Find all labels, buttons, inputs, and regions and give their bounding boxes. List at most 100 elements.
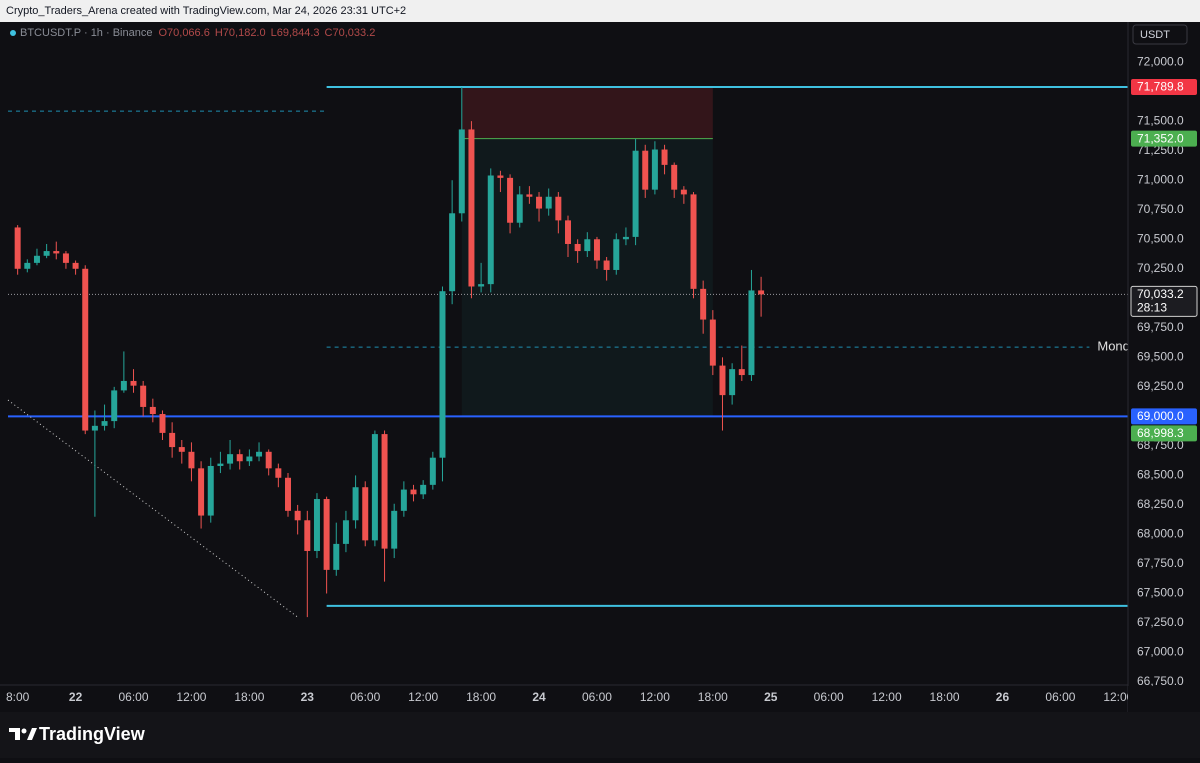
y-tick-label: 68,250.0 [1137,497,1184,511]
candle-body [497,175,504,178]
candle-body [82,268,89,431]
candle-body [91,425,98,431]
candle-body [62,253,69,263]
x-tick-label: 18:00 [930,690,960,704]
candle-body [169,432,176,448]
candle-body [536,196,543,209]
candle-body [487,175,494,285]
candle-body [719,365,726,396]
footer [0,712,1200,758]
price-badge [1131,408,1197,425]
x-tick-label: 22 [69,690,83,704]
y-tick-label: 67,750.0 [1137,556,1184,570]
candle-body [149,406,156,415]
candle-body [516,194,523,223]
legend: BTCUSDT.P · 1h · Binance O70,066.6 H70,182… [10,27,375,39]
y-tick-label: 70,750.0 [1137,202,1184,216]
time-axis: 8:00 22 06:00 12:00 18:00 23 06:00 12:00 18:00 24… [6,686,1200,712]
candle-body [178,447,185,452]
x-tick-label: 18:00 [234,690,264,704]
x-tick-label: 18:00 [698,690,728,704]
price-badge-label: 70,033.2 [1137,287,1184,301]
candle-body [632,150,639,237]
candle-body [593,239,600,261]
candle-body [333,543,340,570]
legend-ohlc: L69,844.3 [271,27,320,39]
y-tick-label: 70,250.0 [1137,261,1184,275]
candle-body [159,414,166,433]
candle-body [140,385,147,407]
candle-body [33,255,40,263]
y-tick-label: 69,250.0 [1137,379,1184,393]
candle-body [458,129,465,214]
price-badge [1131,78,1197,95]
logo-mark [9,728,20,740]
candle-body [120,380,127,391]
x-tick-label: 26 [996,690,1010,704]
y-tick-label: 68,500.0 [1137,468,1184,482]
candle-body [217,463,224,466]
x-tick-label: 8:00 [6,690,30,704]
stop-zone [461,86,713,139]
candle-body [439,291,446,458]
candle-body [111,390,118,422]
price-badge-label: 69,000.0 [1137,409,1184,423]
candle-body [642,150,649,190]
price-badge [1131,130,1197,147]
price-axis: USDT 72,000.071,500.071,250.071,000.070,… [1127,22,1200,712]
y-tick-label: 69,500.0 [1137,350,1184,364]
candle-body [188,451,195,469]
candle-body [130,380,137,386]
plot-area: Mond [7,85,1130,618]
candle-body [690,194,697,289]
brand-logo [9,728,37,740]
x-tick-label: 24 [532,690,546,704]
candle-body [285,477,291,511]
price-badge-label: 68,998.3 [1137,426,1184,440]
legend-ohlc: H70,182.0 [215,27,266,39]
y-tick-label: 66,750.0 [1137,674,1184,688]
candle-body [420,484,427,495]
logo-slash [27,728,37,740]
header-bar [0,0,1200,22]
candle-body [603,260,610,270]
candle-body [207,465,214,516]
candle-body [738,369,745,376]
y-tick-label: 72,000.0 [1137,54,1184,68]
candle-body [236,454,243,462]
candle-body [429,457,436,485]
x-tick-label: 06:00 [814,690,844,704]
time-axis-corner [1128,686,1200,712]
candle-body [729,369,736,396]
x-tick-label: 18:00 [466,690,496,704]
candle-body [545,196,552,209]
x-tick-label: 12:00 [1103,690,1133,704]
candle-body [14,227,21,269]
header-text: Crypto_Traders_Arena created with Tradin… [6,5,406,17]
x-tick-label: 12:00 [640,690,670,704]
candle-body [381,434,388,549]
candle-body [449,213,456,292]
candle-body [526,194,533,197]
y-tick-label: 67,000.0 [1137,645,1184,659]
candle-body [661,149,668,165]
candle-body [622,236,629,240]
candle-body [574,243,581,252]
candle-body [680,189,687,195]
y-tick-label: 68,000.0 [1137,527,1184,541]
candle-body [43,251,50,256]
target-zone [461,138,713,417]
x-tick-label: 12:00 [872,690,902,704]
x-tick-label: 12:00 [176,690,206,704]
candle-body [748,290,755,376]
candle-body [507,177,514,223]
candle-body [700,288,707,320]
candle-body [304,520,311,551]
candle-body [101,421,108,426]
candle-body [400,489,407,511]
candle-body [352,487,359,521]
price-badge-label: 71,352.0 [1137,131,1184,145]
candle-body [265,451,272,469]
